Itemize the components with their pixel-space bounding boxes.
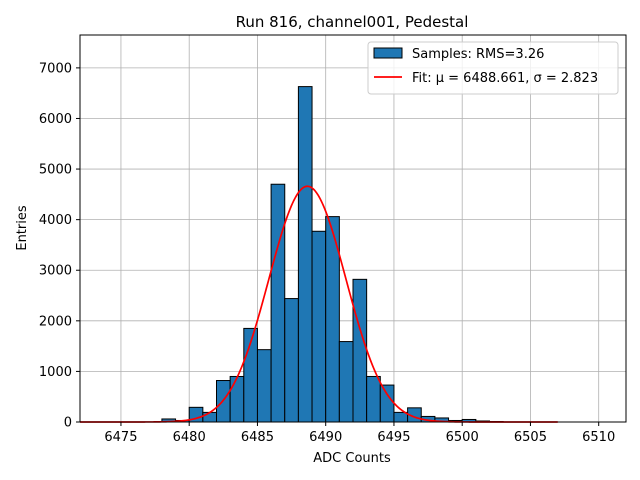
x-tick-label: 6490: [309, 430, 342, 445]
legend-box: [367, 41, 619, 95]
grid: [80, 35, 626, 423]
y-tick-label: 1000: [39, 365, 72, 380]
x-tick-label: 6500: [446, 430, 479, 445]
y-tick-label: 3000: [39, 264, 72, 279]
legend-label-samples: Samples: RMS=3.26: [412, 47, 544, 62]
y-tick-label: 5000: [39, 163, 72, 178]
y-tick-label: 6000: [39, 112, 72, 127]
y-tick-label: 0: [64, 416, 72, 431]
legend: Samples: RMS=3.26 Fit: μ = 6488.661, σ =…: [367, 41, 619, 95]
histogram-bar: [256, 349, 272, 423]
histogram-bar: [229, 375, 245, 423]
y-tick-label: 7000: [39, 61, 72, 76]
x-tick-label: 6475: [104, 430, 137, 445]
x-tick-label: 6485: [241, 430, 274, 445]
x-axis-label: ADC Counts: [313, 451, 391, 466]
x-tick-label: 6505: [514, 430, 547, 445]
y-tick-label: 2000: [39, 314, 72, 329]
plot-frame: [79, 34, 627, 423]
x-tick-label: 6495: [377, 430, 410, 445]
x-tick-label: 6480: [173, 430, 206, 445]
histogram-bar: [338, 341, 354, 423]
y-tick-label: 4000: [39, 213, 72, 228]
histogram-bar: [284, 298, 299, 423]
legend-swatch-samples: [373, 47, 403, 59]
histogram-bar: [270, 183, 286, 423]
x-tick-label: 6510: [582, 430, 615, 445]
histogram-bar: [393, 411, 409, 423]
y-axis-label: Entries: [15, 205, 30, 251]
legend-label-fit: Fit: μ = 6488.661, σ = 2.823: [412, 71, 598, 86]
chart-title: Run 816, channel001, Pedestal: [236, 13, 469, 31]
histogram-bar: [352, 278, 368, 423]
x-axis-ticks: 6475 6480 6485 6490 6495 6500 6505 6510: [104, 422, 615, 445]
histogram-bar: [297, 86, 313, 423]
y-axis-ticks: 0 1000 2000 3000 4000 5000 6000 7000: [39, 61, 80, 431]
histogram-bar: [311, 230, 327, 423]
histogram-bar: [379, 384, 395, 423]
histogram-bar: [366, 375, 381, 423]
histogram-bar: [202, 411, 218, 423]
